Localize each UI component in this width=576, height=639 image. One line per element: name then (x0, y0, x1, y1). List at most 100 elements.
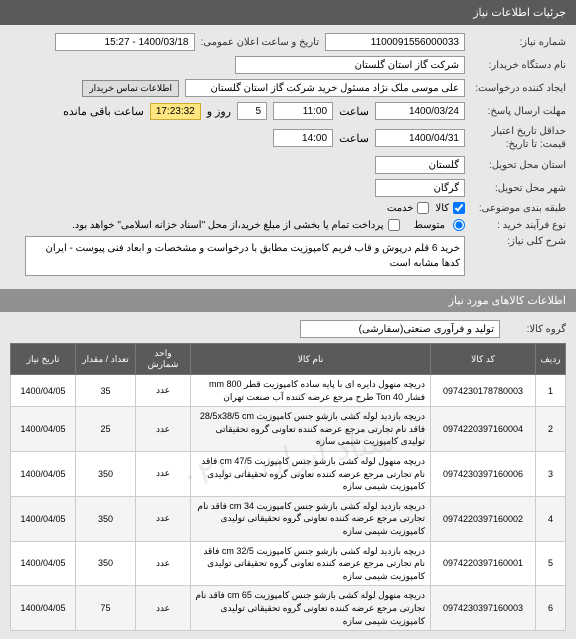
contact-info-button[interactable]: اطلاعات تماس خریدار (82, 80, 179, 97)
delivery-province: گلستان (375, 156, 465, 174)
table-row: 30974230397160006دریچه منهول لوله کشی با… (11, 451, 566, 496)
cell-code: 0974220397160002 (431, 496, 536, 541)
col-name: نام کالا (191, 344, 431, 375)
table-row: 20974220397160004دریچه بازدید لوله کشی ب… (11, 407, 566, 452)
buyer-field: شرکت گاز استان گلستان (235, 56, 465, 74)
need-details-panel: جرئیات اطلاعات نیاز شماره نیاز: 11000915… (0, 0, 576, 639)
col-unit: واحد شمارش (136, 344, 191, 375)
cell-code: 0974230178780003 (431, 375, 536, 407)
items-sub-title: اطلاعات کالاهای مورد نیاز (449, 295, 566, 307)
delivery-city: گرگان (375, 179, 465, 197)
valid-date: 1400/04/31 (375, 129, 465, 147)
main-desc-label: شرح کلی نیاز: (471, 236, 566, 247)
creator-label: ایجاد کننده درخواست: (471, 83, 566, 94)
cell-qty: 350 (76, 451, 136, 496)
cell-index: 1 (536, 375, 566, 407)
items-sub-header: اطلاعات کالاهای مورد نیاز (0, 289, 576, 312)
deadline-date: 1400/03/24 (375, 102, 465, 120)
cell-index: 2 (536, 407, 566, 452)
process-mid-wrap: متوسط (414, 219, 465, 231)
cell-unit: عدد (136, 407, 191, 452)
cell-index: 5 (536, 541, 566, 586)
process-mid-radio[interactable] (453, 219, 465, 231)
cell-code: 0974230397160003 (431, 586, 536, 631)
cell-date: 1400/04/05 (11, 586, 76, 631)
cell-date: 1400/04/05 (11, 541, 76, 586)
cell-index: 4 (536, 496, 566, 541)
col-index: ردیف (536, 344, 566, 375)
cell-name: دریچه بازدید لوله کشی بازشو جنس کامپوزیت… (191, 407, 431, 452)
service-checkbox-wrap: خدمت (387, 202, 430, 214)
process-note: پرداخت تمام یا بخشی از مبلغ خرید،از محل … (72, 220, 384, 231)
cell-unit: عدد (136, 541, 191, 586)
cell-name: دریچه منهول لوله کشی بازشو جنس کامپوزیت … (191, 451, 431, 496)
deadline-time: 11:00 (273, 102, 333, 120)
cell-name: دریچه منهول دایره ای با پایه ساده کامپوز… (191, 375, 431, 407)
cell-name: دریچه بازدید لوله کشی بازشو جنس کامپوزیت… (191, 496, 431, 541)
cell-unit: عدد (136, 451, 191, 496)
cell-unit: عدد (136, 496, 191, 541)
remaining-clock: 17:23:32 (150, 103, 201, 120)
table-row: 10974230178780003دریچه منهول دایره ای با… (11, 375, 566, 407)
cell-code: 0974230397160006 (431, 451, 536, 496)
cell-date: 1400/04/05 (11, 451, 76, 496)
form-area: شماره نیاز: 1100091556000033 تاریخ و ساع… (0, 25, 576, 289)
process-mid-text: متوسط (414, 220, 445, 231)
cell-date: 1400/04/05 (11, 407, 76, 452)
service-checkbox[interactable] (417, 202, 429, 214)
panel-header: جرئیات اطلاعات نیاز (0, 0, 576, 25)
items-area: گروه کالا: تولید و فرآوری صنعتی(سفارشی) … (0, 312, 576, 639)
time-label-2: ساعت (339, 132, 369, 145)
cell-qty: 25 (76, 407, 136, 452)
cell-index: 6 (536, 586, 566, 631)
goods-checkbox-wrap: کالا (435, 202, 465, 214)
cell-name: دریچه بازدید لوله کشی بازشو جنس کامپوزیت… (191, 541, 431, 586)
goods-checkbox[interactable] (453, 202, 465, 214)
remaining-days: 5 (237, 102, 267, 120)
announce-value: 1400/03/18 - 15:27 (55, 33, 195, 51)
cell-index: 3 (536, 451, 566, 496)
table-header-row: ردیف کد کالا نام کالا واحد شمارش تعداد /… (11, 344, 566, 375)
need-number-field: 1100091556000033 (325, 33, 465, 51)
need-number-label: شماره نیاز: (471, 37, 566, 48)
cell-unit: عدد (136, 375, 191, 407)
col-code: کد کالا (431, 344, 536, 375)
buyer-label: نام دستگاه خریدار: (471, 60, 566, 71)
delivery-city-label: شهر محل تحویل: (471, 183, 566, 194)
cell-date: 1400/04/05 (11, 375, 76, 407)
goods-label: کالا (435, 203, 449, 214)
group-value: تولید و فرآوری صنعتی(سفارشی) (300, 320, 500, 338)
main-desc-box: خرید 6 قلم درپوش و قاب فریم کامپوزیت مطا… (25, 236, 465, 276)
cell-date: 1400/04/05 (11, 496, 76, 541)
group-label: گروه کالا: (506, 324, 566, 335)
cell-qty: 350 (76, 496, 136, 541)
table-row: 60974230397160003دریچه منهول لوله کشی با… (11, 586, 566, 631)
budget-class-label: طبقه بندی موضوعی: (471, 203, 566, 214)
cell-name: دریچه منهول لوله کشی بازشو جنس کامپوزیت … (191, 586, 431, 631)
table-row: 40974220397160002دریچه بازدید لوله کشی ب… (11, 496, 566, 541)
cell-code: 0974220397160004 (431, 407, 536, 452)
process-note-wrap: پرداخت تمام یا بخشی از مبلغ خرید،از محل … (72, 219, 400, 231)
delivery-province-label: استان محل تحویل: (471, 160, 566, 171)
announce-label: تاریخ و ساعت اعلان عمومی: (201, 37, 320, 48)
cell-qty: 35 (76, 375, 136, 407)
valid-label: حداقل تاریخ اعتبار قیمت: تا تاریخ: (471, 125, 566, 151)
process-type-label: نوع فرآیند خرید : (471, 220, 566, 231)
col-qty: تعداد / مقدار (76, 344, 136, 375)
service-label: خدمت (387, 203, 414, 214)
cell-unit: عدد (136, 586, 191, 631)
cell-code: 0974220397160001 (431, 541, 536, 586)
time-label-1: ساعت (339, 105, 369, 118)
treasury-checkbox[interactable] (388, 219, 400, 231)
cell-qty: 75 (76, 586, 136, 631)
deadline-label: مهلت ارسال پاسخ: (471, 106, 566, 117)
panel-title: جرئیات اطلاعات نیاز (473, 7, 566, 19)
items-table: ردیف کد کالا نام کالا واحد شمارش تعداد /… (10, 343, 566, 631)
creator-field: علی موسی ملک نژاد مسئول خرید شرکت گاز اس… (185, 79, 465, 97)
col-date: تاریخ نیاز (11, 344, 76, 375)
day-and-label: روز و (207, 105, 231, 118)
table-row: 50974220397160001دریچه بازدید لوله کشی ب… (11, 541, 566, 586)
cell-qty: 350 (76, 541, 136, 586)
valid-time: 14:00 (273, 129, 333, 147)
remaining-text: ساعت باقی مانده (63, 105, 144, 118)
